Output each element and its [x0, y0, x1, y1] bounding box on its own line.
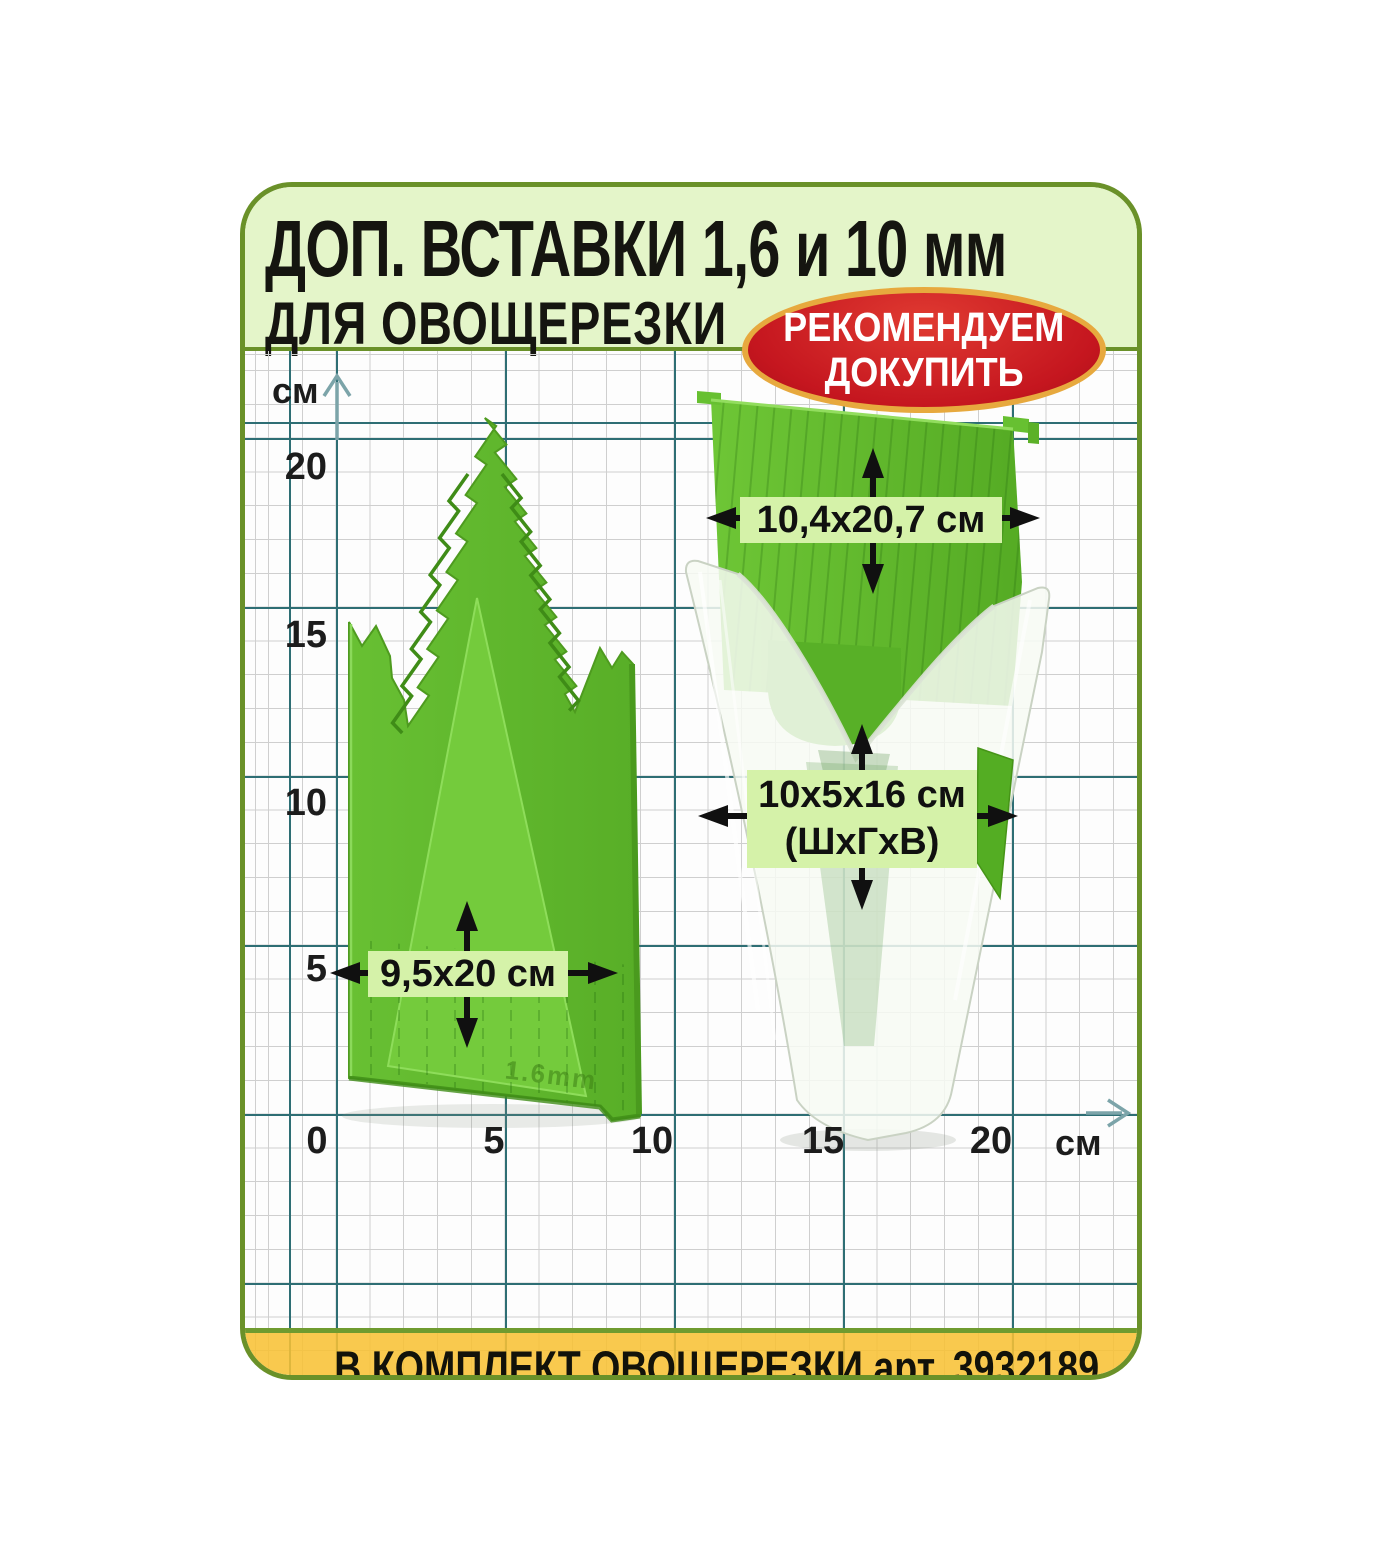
left-insert-side-edge	[629, 663, 642, 1115]
holder-ridge-1	[698, 571, 760, 1011]
right-insert-size-text: 10,4x20,7 см	[756, 498, 986, 541]
y-axis-unit: см	[272, 370, 319, 411]
x-tick-15: 15	[801, 1120, 845, 1162]
badge-line-2: ДОКУПИТЬ	[824, 349, 1024, 395]
arrowhead	[706, 507, 736, 529]
left-teeth-row-right	[500, 472, 581, 712]
panel-tab-left	[697, 391, 721, 405]
y-tick-20: 20	[284, 446, 327, 488]
arrowhead	[862, 564, 884, 594]
left-insert-shadow	[342, 1104, 642, 1128]
page-title: ДОП. ВСТАВКИ 1,6 и 10 мм	[265, 204, 1007, 293]
left-teeth-row-left	[390, 472, 470, 735]
panel-top-highlight	[710, 398, 1014, 431]
arrowhead	[851, 880, 873, 910]
left-insert-size-text: 9,5x20 см	[379, 952, 557, 995]
arrowhead	[851, 724, 873, 754]
arrowhead	[1010, 507, 1040, 529]
arrowhead	[330, 962, 360, 984]
holder-size-text: 10х5х16 см	[758, 774, 966, 816]
arrowhead	[456, 901, 478, 931]
x-tick-20: 20	[969, 1120, 1013, 1162]
arrowhead	[988, 805, 1018, 827]
left-insert-size-label: 9,5x20 см	[368, 951, 568, 997]
axis-arrows	[322, 372, 1132, 1128]
x-axis-unit: см	[1055, 1122, 1102, 1163]
y-tick-10: 10	[284, 782, 327, 824]
x-tick-5: 5	[483, 1120, 505, 1162]
y-tick-5: 5	[305, 948, 327, 990]
panel-tab-right-nub	[1028, 422, 1039, 444]
holder-size-label: 10х5х16 см (ШхГхВ)	[747, 770, 977, 868]
x-tick-0: 0	[306, 1120, 328, 1162]
card-header: ДОП. ВСТАВКИ 1,6 и 10 мм ДЛЯ ОВОЩЕРЕЗКИ	[245, 187, 1137, 357]
holder-front-rim	[736, 572, 996, 763]
arrowhead	[862, 448, 884, 478]
page-subtitle: ДЛЯ ОВОЩЕРЕЗКИ	[265, 290, 728, 357]
holder-size-note: (ШхГхВ)	[784, 821, 940, 863]
banner-line-1: В КОМПЛЕКТ ОВОЩЕРЕЗКИ арт. 3932189	[334, 1341, 1100, 1380]
arrowhead	[588, 962, 618, 984]
arrowhead	[456, 1018, 478, 1048]
y-tick-15: 15	[284, 614, 327, 656]
badge-line-1: РЕКОМЕНДУЕМ	[783, 304, 1065, 350]
footer-banner: В КОМПЛЕКТ ОВОЩЕРЕЗКИ арт. 3932189 НЕ ВХ…	[245, 1328, 1137, 1380]
right-insert-panel-ribs	[711, 399, 1022, 706]
right-insert-size-label: 10,4x20,7 см	[740, 497, 1002, 543]
x-tick-10: 10	[630, 1120, 674, 1162]
left-insert-illustration	[348, 417, 642, 1123]
recommendation-badge: РЕКОМЕНДУЕМ ДОКУПИТЬ	[742, 287, 1106, 413]
arrowhead	[698, 805, 728, 827]
left-insert-bottom-rim	[348, 1075, 641, 1123]
y-axis-arrow-head	[322, 372, 352, 397]
x-axis-arrow-head	[1107, 1098, 1132, 1128]
